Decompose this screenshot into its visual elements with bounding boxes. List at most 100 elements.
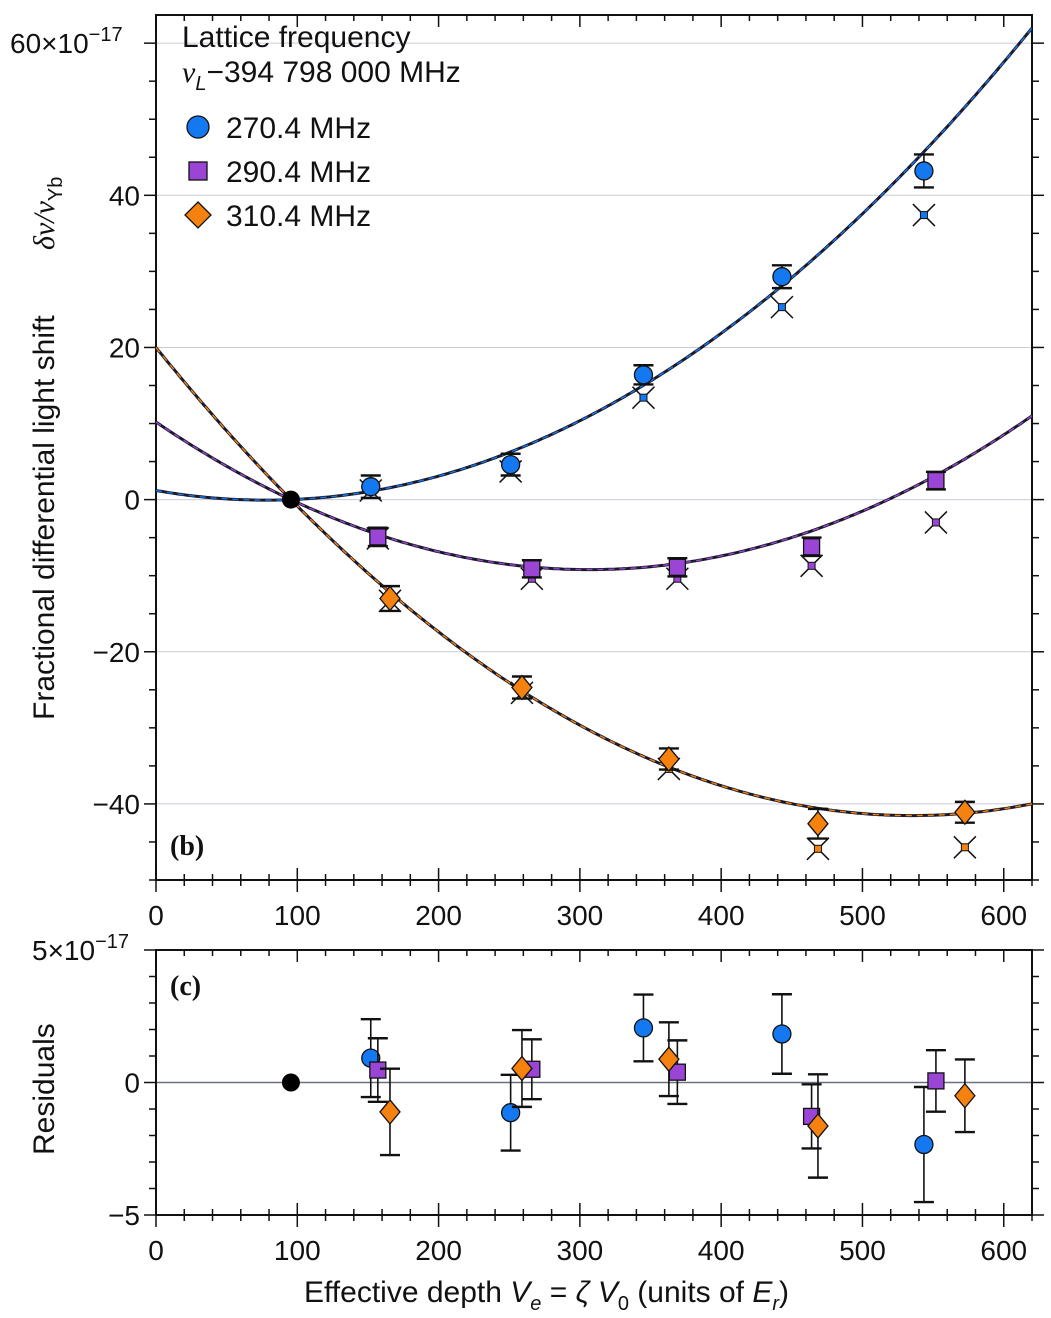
fit-curve-0: [155, 27, 1034, 502]
x-label-part: E: [752, 1276, 773, 1309]
x-label-part: (units of: [629, 1276, 752, 1309]
fit-curve-dash-2: [155, 347, 1033, 817]
y-tick-label: −40: [93, 789, 141, 820]
y-tick-label: 40: [109, 180, 140, 211]
y-tick-label-with-multiplier: 60×10−17: [10, 24, 123, 59]
x-tick-label: 300: [557, 1235, 604, 1266]
y-symbol-main: δν/ν: [28, 200, 61, 250]
panel-label: (b): [170, 831, 204, 862]
legend-diamond-icon: [184, 201, 212, 229]
y-multiplier-base: ×10: [41, 28, 89, 59]
x-label-part: ): [779, 1276, 789, 1309]
panel-b-light-shift: 0 100 200 300 400 500 600 −40 −20 0 20 40 60×10−17 (b…: [10, 14, 1044, 931]
x-label-part: e: [530, 1293, 541, 1315]
legend-title: Lattice frequency: [182, 21, 410, 54]
y-multiplier-exponent: −17: [95, 931, 129, 953]
y-tick-label: 0: [124, 1068, 140, 1099]
y-symbol-sub: Yb: [45, 177, 67, 201]
data-point-diamond: [658, 746, 680, 773]
residuals-axis-label: Residuals: [28, 1023, 61, 1155]
x-tick-label: 300: [557, 900, 604, 931]
data-point-circle: [772, 267, 792, 287]
x-tick-label: 400: [698, 900, 745, 931]
data-point-square: [369, 528, 387, 546]
uncorrected-center-square: [931, 518, 940, 527]
data-point-diamond: [658, 1046, 680, 1073]
fit-curve-dash-0: [155, 27, 1033, 501]
data-point-circle: [914, 1134, 934, 1155]
x-tick-label: 100: [274, 1235, 321, 1266]
x-tick-label: 500: [839, 1235, 886, 1266]
x-tick-label: 600: [980, 900, 1027, 931]
x-label-part: Effective depth: [304, 1276, 510, 1309]
reference-point: [281, 490, 300, 509]
data-point-circle: [914, 161, 934, 181]
uncorrected-center-square: [919, 211, 928, 220]
y-tick-label-with-multiplier: 5×10−17: [32, 931, 129, 966]
data-point-circle: [361, 477, 381, 497]
y-axis-symbol: δν/νYb: [28, 177, 67, 250]
data-point-square: [668, 558, 687, 576]
nu-subscript: L: [195, 73, 206, 95]
x-tick-label: 500: [839, 900, 886, 931]
y-tick-label: 20: [109, 332, 140, 363]
data-point-square: [523, 560, 541, 578]
nu-symbol: ν: [182, 56, 196, 89]
y-tick-label: 0: [124, 485, 140, 516]
fit-curve-2: [154, 346, 1033, 818]
legend-entry-label: 270.4 MHz: [226, 112, 371, 145]
y-multiplier-exponent: −17: [89, 24, 123, 46]
x-label-part: V: [510, 1276, 533, 1309]
legend-circle-icon: [186, 115, 210, 139]
data-point-circle: [633, 1018, 654, 1038]
y-axis-label: Fractional differential light shift: [28, 315, 61, 720]
data-point-square: [802, 538, 821, 556]
data-point-square: [927, 1072, 945, 1090]
legend-subtitle: νL−394 798 000 MHz: [182, 56, 461, 95]
data-point-square: [369, 1061, 387, 1079]
data-point-diamond: [379, 1098, 401, 1125]
y-tick-label: 5: [32, 935, 48, 966]
x-tick-label: 0: [148, 1235, 164, 1266]
data-point-diamond: [511, 1055, 533, 1082]
x-tick-label: 600: [980, 1235, 1027, 1266]
x-tick-label: 400: [698, 1235, 745, 1266]
data-point-circle: [500, 454, 521, 475]
uncorrected-center-square: [813, 844, 822, 853]
lattice-offset: −394 798 000 MHz: [206, 56, 460, 89]
x-tick-label: 200: [415, 900, 462, 931]
x-tick-label: 200: [415, 1235, 462, 1266]
data-point-diamond: [807, 1112, 829, 1139]
data-point-diamond: [954, 799, 976, 826]
plot-frame: [155, 14, 1033, 881]
y-tick-label: 60: [10, 28, 41, 59]
x-label-part: ζ V: [576, 1276, 621, 1309]
data-point-diamond: [511, 674, 533, 701]
panel-c-residuals: 0 100 200 300 400 500 600 −5 0 5×10−17 (c) Residual…: [28, 931, 1044, 1315]
fit-curve-dash-1: [155, 415, 1033, 571]
reference-point: [281, 1073, 300, 1092]
y-tick-label: −20: [93, 637, 141, 668]
uncorrected-center-square: [807, 561, 816, 570]
data-point-square: [927, 471, 945, 490]
x-axis-label: Effective depth Ve = ζ V0 (units of Er): [304, 1276, 789, 1315]
uncorrected-center-square: [777, 303, 786, 312]
x-label-part: =: [541, 1276, 575, 1309]
x-label-part: 0: [618, 1293, 629, 1315]
data-point-circle: [772, 1024, 792, 1044]
legend-entry-label: 310.4 MHz: [226, 200, 371, 233]
data-point-diamond: [379, 585, 401, 612]
y-tick-label: −5: [108, 1200, 140, 1231]
y-multiplier-base: ×10: [48, 935, 96, 966]
uncorrected-center-square: [639, 393, 648, 402]
x-tick-label: 100: [274, 900, 321, 931]
uncorrected-center-square: [960, 843, 969, 852]
data-point-diamond: [954, 1082, 976, 1109]
legend-entry-label: 290.4 MHz: [226, 156, 371, 189]
x-tick-label: 0: [148, 900, 164, 931]
data-point-diamond: [807, 810, 829, 837]
legend-square-icon: [188, 161, 208, 181]
data-point-circle: [633, 365, 654, 385]
panel-label: (c): [170, 971, 201, 1002]
